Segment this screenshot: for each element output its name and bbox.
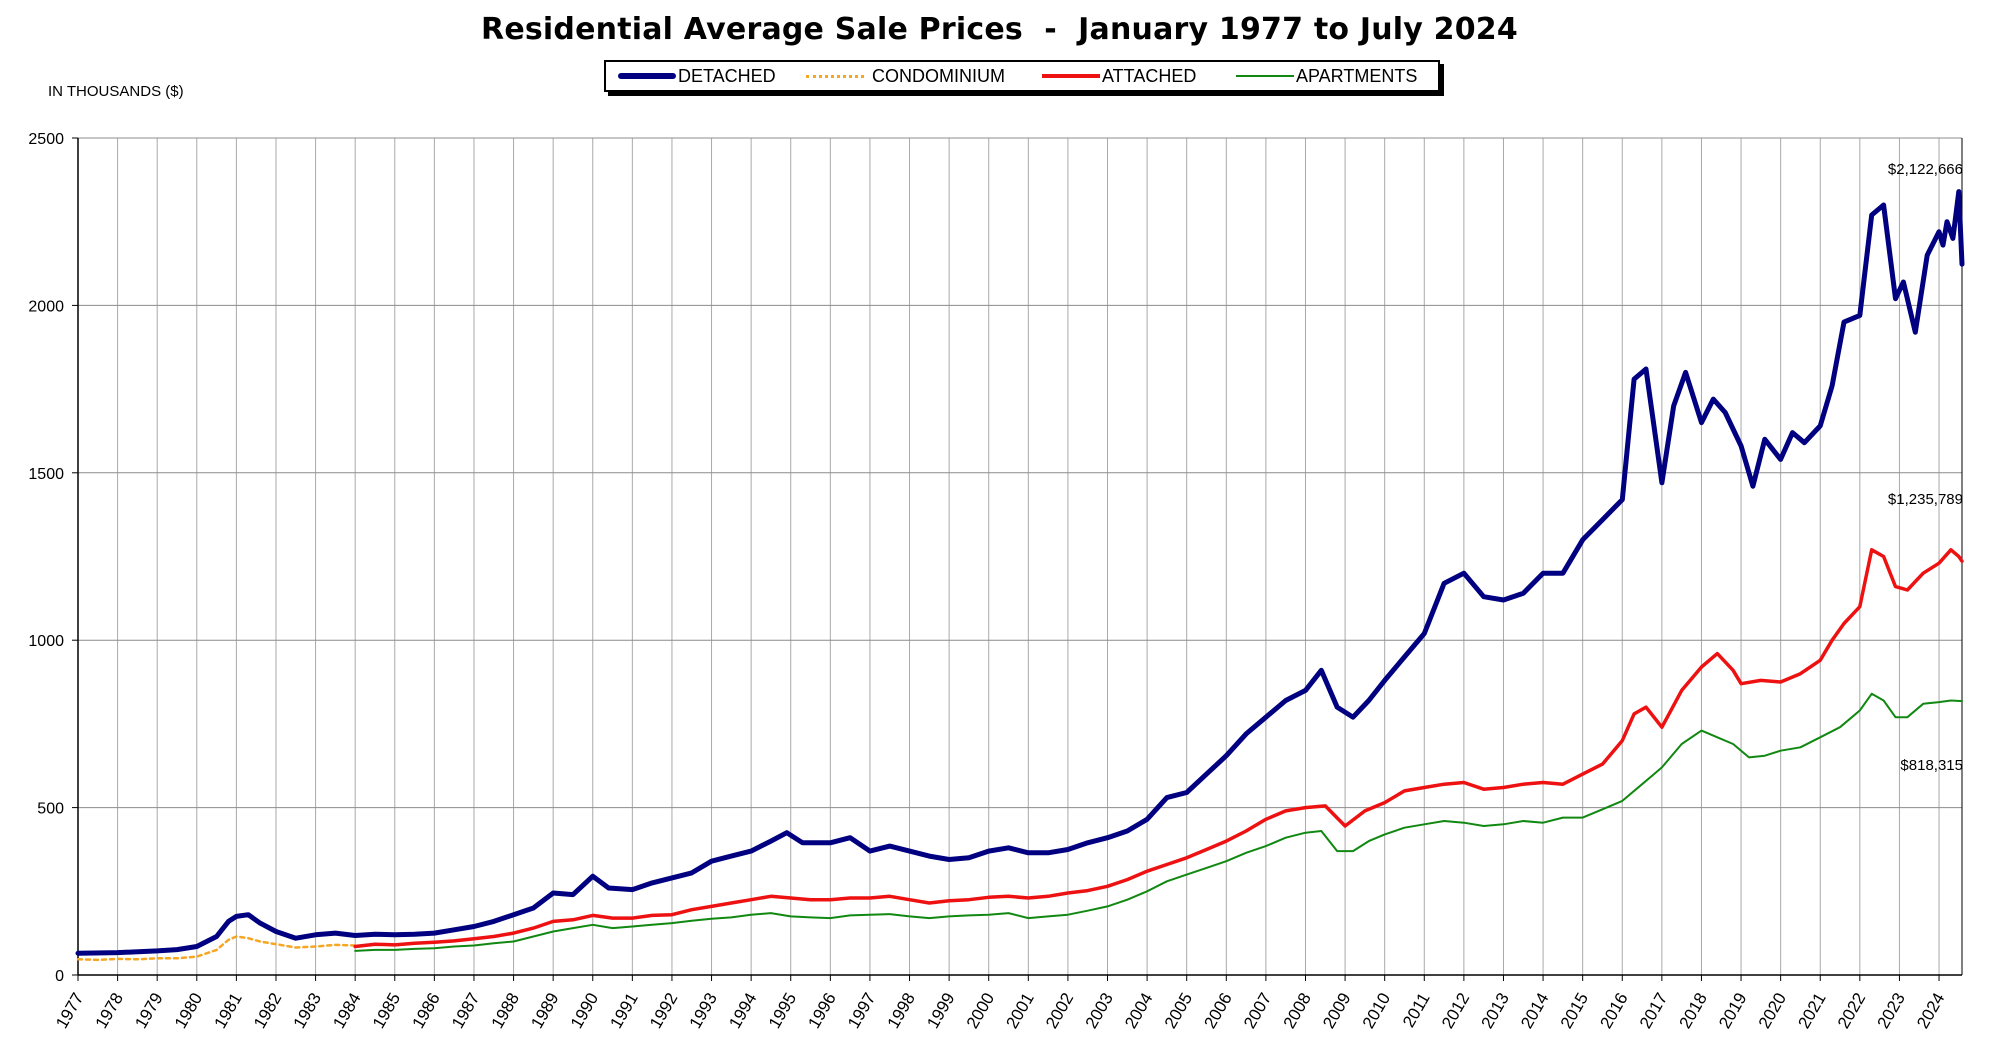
- legend-label-detached: DETACHED: [678, 65, 776, 86]
- legend-item-detached: DETACHED: [618, 62, 776, 90]
- x-tick-label-1980: 1980: [171, 990, 206, 1032]
- x-tick-label-2011: 2011: [1399, 990, 1434, 1031]
- end-label-apartments: $818,315: [1900, 757, 1963, 774]
- series-line-detached: [75, 189, 1965, 956]
- grid-lines: [77, 137, 1962, 976]
- x-tick-label-1996: 1996: [804, 990, 839, 1032]
- legend-swatch-apartments: [1236, 75, 1294, 77]
- y-tick-label-2000: 2000: [28, 298, 64, 315]
- x-tick-label-1983: 1983: [290, 990, 325, 1032]
- y-tick-label-1000: 1000: [28, 633, 64, 650]
- x-tick-label-1997: 1997: [844, 990, 879, 1032]
- series-line-condominium: [76, 935, 357, 962]
- x-tick-label-2001: 2001: [1002, 990, 1037, 1032]
- axes: [72, 137, 1963, 981]
- x-tick-label-1990: 1990: [567, 990, 602, 1032]
- x-tick-label-2018: 2018: [1676, 990, 1711, 1032]
- x-tick-label-2005: 2005: [1161, 990, 1196, 1032]
- x-tick-label-1993: 1993: [686, 990, 721, 1032]
- x-tick-label-2021: 2021: [1794, 990, 1829, 1032]
- legend-swatch-condominium: [806, 74, 864, 78]
- x-tick-label-1998: 1998: [884, 990, 919, 1032]
- series-lines: [75, 189, 1965, 962]
- legend-item-attached: ATTACHED: [1042, 62, 1196, 90]
- y-tick-label-0: 0: [55, 968, 64, 985]
- x-tick-label-1994: 1994: [725, 990, 760, 1032]
- series-line-apartments: [354, 692, 1963, 952]
- x-tick-label-1989: 1989: [527, 990, 562, 1032]
- x-tick-label-2003: 2003: [1082, 990, 1117, 1032]
- y-tick-label-500: 500: [37, 801, 64, 818]
- legend-label-attached: ATTACHED: [1102, 65, 1197, 86]
- end-label-attached: $1,235,789: [1888, 491, 1963, 508]
- x-tick-label-1984: 1984: [329, 990, 364, 1032]
- x-tick-label-2008: 2008: [1280, 990, 1315, 1032]
- chart-legend: DETACHED CONDOMINIUM ATTACHED APARTMENTS: [604, 60, 1440, 92]
- x-tick-label-2024: 2024: [1913, 990, 1948, 1032]
- x-tick-label-2023: 2023: [1874, 990, 1909, 1032]
- x-tick-label-2012: 2012: [1438, 990, 1473, 1032]
- x-tick-label-1982: 1982: [250, 990, 285, 1032]
- x-tick-label-1979: 1979: [131, 990, 166, 1032]
- x-tick-label-2002: 2002: [1042, 990, 1077, 1032]
- x-tick-label-1985: 1985: [369, 990, 404, 1032]
- x-tick-label-1986: 1986: [408, 990, 443, 1032]
- x-tick-label-2017: 2017: [1636, 990, 1671, 1032]
- x-tick-label-2009: 2009: [1319, 990, 1354, 1032]
- x-tick-label-2013: 2013: [1478, 990, 1513, 1032]
- x-tick-label-2015: 2015: [1557, 990, 1592, 1032]
- x-tick-label-1988: 1988: [488, 990, 523, 1032]
- x-tick-label-1987: 1987: [448, 990, 483, 1032]
- y-tick-label-2500: 2500: [28, 131, 64, 148]
- x-tick-label-2006: 2006: [1200, 990, 1235, 1032]
- end-label-detached: $2,122,666: [1888, 161, 1963, 178]
- chart-title: Residential Average Sale Prices - Januar…: [481, 12, 1518, 47]
- x-tick-label-2007: 2007: [1240, 990, 1275, 1032]
- legend-item-condominium: CONDOMINIUM: [806, 62, 1005, 90]
- x-tick-label-1999: 1999: [923, 990, 958, 1032]
- x-tick-label-2014: 2014: [1517, 990, 1552, 1032]
- x-tick-label-1991: 1991: [606, 990, 641, 1032]
- legend-swatch-detached: [618, 73, 676, 79]
- legend-label-apartments: APARTMENTS: [1296, 65, 1418, 86]
- x-tick-label-1977: 1977: [52, 990, 87, 1032]
- x-tick-label-2019: 2019: [1715, 990, 1750, 1032]
- x-tick-label-2016: 2016: [1596, 990, 1631, 1032]
- x-tick-label-2020: 2020: [1755, 990, 1790, 1032]
- x-tick-label-2004: 2004: [1121, 990, 1156, 1032]
- x-tick-label-1995: 1995: [765, 990, 800, 1032]
- y-unit-label: IN THOUSANDS ($): [48, 83, 184, 100]
- series-line-attached: [353, 548, 1964, 949]
- legend-label-condominium: CONDOMINIUM: [872, 65, 1005, 86]
- legend-item-apartments: APARTMENTS: [1236, 62, 1417, 90]
- x-tick-label-2010: 2010: [1359, 990, 1394, 1032]
- y-tick-label-1500: 1500: [28, 466, 64, 483]
- x-tick-label-2022: 2022: [1834, 990, 1869, 1032]
- x-tick-label-1981: 1981: [210, 990, 245, 1032]
- x-tick-label-1978: 1978: [92, 990, 127, 1032]
- x-tick-label-1992: 1992: [646, 990, 681, 1032]
- legend-swatch-attached: [1042, 74, 1100, 78]
- x-tick-label-2000: 2000: [963, 989, 998, 1031]
